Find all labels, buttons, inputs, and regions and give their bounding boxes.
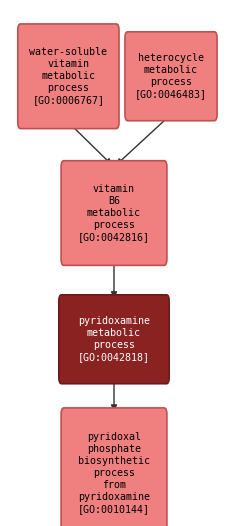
Text: heterocycle
metabolic
process
[GO:0046483]: heterocycle metabolic process [GO:004648… [134,53,206,99]
Text: vitamin
B6
metabolic
process
[GO:0042816]: vitamin B6 metabolic process [GO:0042816… [78,184,149,242]
FancyBboxPatch shape [61,408,166,526]
FancyBboxPatch shape [18,24,118,129]
FancyBboxPatch shape [59,295,168,384]
FancyBboxPatch shape [61,161,166,266]
FancyBboxPatch shape [124,32,216,121]
Text: water-soluble
vitamin
metabolic
process
[GO:0006767]: water-soluble vitamin metabolic process … [29,47,107,105]
Text: pyridoxal
phosphate
biosynthetic
process
from
pyridoxamine
[GO:0010144]: pyridoxal phosphate biosynthetic process… [78,432,149,514]
Text: pyridoxamine
metabolic
process
[GO:0042818]: pyridoxamine metabolic process [GO:00428… [78,316,149,362]
